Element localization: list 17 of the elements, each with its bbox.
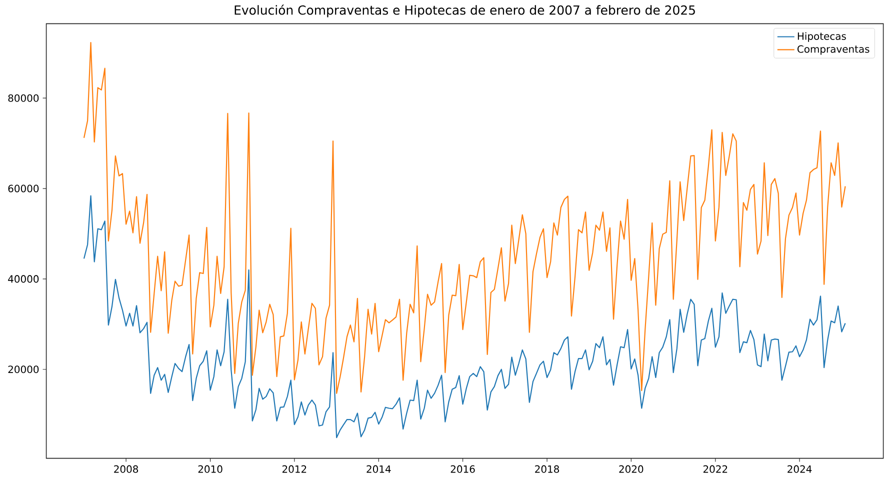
y-tick-label: 60000 xyxy=(8,184,39,192)
legend-label: Hipotecas xyxy=(798,32,846,42)
x-tick-label: 2008 xyxy=(114,465,138,473)
y-tick-label: 80000 xyxy=(8,94,39,102)
x-tick-label: 2012 xyxy=(282,465,306,473)
x-tick-label: 2014 xyxy=(366,465,391,473)
legend-label: Compraventas xyxy=(798,45,870,55)
x-tick-label: 2010 xyxy=(198,465,222,473)
x-tick-label: 2022 xyxy=(703,465,728,473)
x-tick-label: 2018 xyxy=(535,465,560,473)
y-tick-label: 20000 xyxy=(8,366,39,374)
y-tick-label: 40000 xyxy=(8,275,39,283)
x-tick-label: 2016 xyxy=(450,465,475,473)
x-tick-label: 2024 xyxy=(788,465,812,473)
chart-title: Evolución Compraventas e Hipotecas de enero de 2007 a febrero de 2025 xyxy=(234,4,695,18)
x-tick-label: 2020 xyxy=(619,465,644,473)
line-series xyxy=(83,195,846,438)
